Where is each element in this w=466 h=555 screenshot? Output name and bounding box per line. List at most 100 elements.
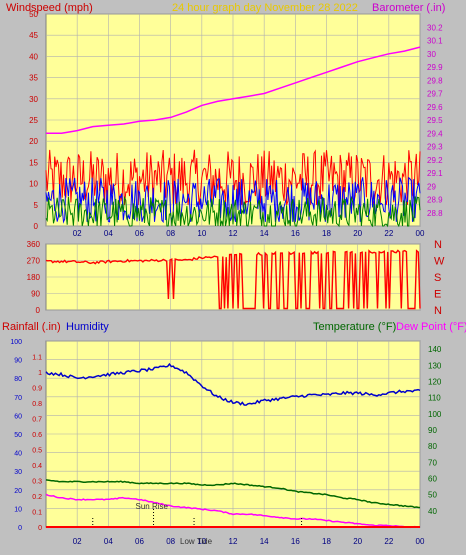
windspeed-tick-label: 50	[29, 10, 38, 19]
barometer-tick-label: 28.9	[427, 196, 443, 205]
windspeed-tick-label: 35	[29, 74, 38, 83]
windspeed-tick-label: 10	[29, 180, 38, 189]
hour-tick-label: 02	[73, 229, 82, 238]
temperature-tick-label: 40	[428, 507, 437, 516]
rainfall-tick-label: 0.4	[32, 463, 42, 470]
windspeed-tick-label: 0	[34, 222, 39, 231]
hour-tick-label: 00	[416, 537, 425, 546]
hour-tick-label: 18	[322, 537, 331, 546]
rainfall-tick-label: 0.5	[32, 448, 42, 455]
windspeed-tick-label: 40	[29, 52, 38, 61]
hour-tick-label: 06	[135, 537, 144, 546]
barometer-tick-label: 28.8	[427, 209, 443, 218]
temperature-tick-label: 50	[428, 491, 437, 500]
hour-tick-label: 04	[104, 537, 113, 546]
barometer-tick-label: 30	[427, 50, 436, 59]
wind-direction-line	[45, 249, 421, 310]
barometer-tick-label: 29.9	[427, 63, 443, 72]
direction-tick-label: 90	[31, 290, 40, 299]
rainfall-tick-label: 0.2	[32, 494, 42, 501]
temperature-tick-label: 120	[428, 377, 442, 386]
direction-tick-label: 270	[27, 257, 41, 266]
hour-tick-label: 02	[73, 537, 82, 546]
rainfall-tick-label: 0.7	[32, 417, 42, 424]
hour-tick-label: 10	[197, 537, 206, 546]
humidity-tick-label: 90	[14, 358, 22, 365]
barometer-tick-label: 29.3	[427, 143, 443, 152]
barometer-tick-label: 29.7	[427, 90, 443, 99]
compass-label: N	[434, 239, 442, 251]
humidity-tick-label: 50	[14, 432, 22, 439]
humidity-tick-label: 10	[14, 506, 22, 513]
temperature-tick-label: 110	[428, 394, 441, 403]
lowtide-label: Low Tide	[180, 537, 213, 546]
dew-point-line	[45, 493, 421, 529]
humidity-tick-label: 20	[14, 488, 22, 495]
hour-tick-label: 16	[291, 229, 300, 238]
hour-tick-label: 06	[135, 229, 144, 238]
hour-tick-label: 12	[229, 537, 238, 546]
rainfall-axis-label: Rainfall (.in)	[2, 321, 61, 333]
direction-tick-label: 180	[27, 273, 41, 282]
windspeed-axis-label: Windspeed (mph)	[6, 2, 93, 14]
hour-tick-label: 08	[166, 229, 175, 238]
compass-label: E	[434, 289, 441, 301]
compass-label: W	[434, 256, 445, 268]
hour-tick-label: 14	[260, 229, 269, 238]
rainfall-tick-label: 0.3	[32, 479, 42, 486]
barometer-tick-label: 29.2	[427, 156, 443, 165]
barometer-line	[46, 46, 421, 135]
hour-tick-label: 22	[384, 537, 393, 546]
barometer-tick-label: 29.8	[427, 76, 443, 85]
windspeed-tick-label: 5	[34, 201, 39, 210]
barometer-axis-label: Barometer (.in)	[372, 2, 445, 14]
compass-label: N	[434, 305, 442, 317]
humidity-tick-label: 100	[10, 339, 22, 346]
windspeed-low-line	[45, 195, 421, 228]
barometer-tick-label: 29	[427, 182, 436, 191]
barometer-tick-label: 29.1	[427, 169, 443, 178]
barometer-tick-label: 29.6	[427, 103, 443, 112]
rainfall-tick-label: 0	[38, 525, 42, 532]
hour-tick-label: 18	[322, 229, 331, 238]
barometer-tick-label: 30.2	[427, 23, 443, 32]
hour-tick-label: 12	[229, 229, 238, 238]
temperature-tick-label: 130	[428, 361, 442, 370]
temperature-tick-label: 80	[428, 442, 437, 451]
humidity-axis-label: Humidity	[66, 321, 109, 333]
hour-tick-label: 10	[197, 229, 206, 238]
humidity-tick-label: 60	[14, 413, 22, 420]
temperature-tick-label: 70	[428, 458, 437, 467]
temperature-tick-label: 140	[428, 345, 442, 354]
windspeed-tick-label: 20	[29, 137, 38, 146]
humidity-tick-label: 30	[14, 469, 22, 476]
hour-tick-label: 14	[260, 537, 269, 546]
hour-tick-label: 16	[291, 537, 300, 546]
hour-tick-label: 22	[384, 229, 393, 238]
windspeed-tick-label: 25	[29, 116, 38, 125]
rainfall-tick-label: 1.1	[32, 355, 42, 362]
hour-tick-label: 04	[104, 229, 113, 238]
windspeed-tick-label: 30	[29, 95, 38, 104]
temperature-line	[45, 479, 421, 509]
humidity-tick-label: 70	[14, 395, 22, 402]
dewpoint-axis-label: Dew Point (°F)	[396, 321, 466, 333]
rainfall-tick-label: 0.8	[32, 401, 42, 408]
hour-tick-label: 00	[416, 229, 425, 238]
graph-title: 24 hour graph day November 28 2022	[172, 2, 358, 14]
hour-tick-label: 20	[353, 229, 362, 238]
compass-label: S	[434, 272, 441, 284]
temperature-axis-label: Temperature (°F)	[313, 321, 396, 333]
humidity-line	[45, 362, 421, 406]
barometer-tick-label: 29.5	[427, 116, 443, 125]
rainfall-tick-label: 1	[38, 370, 42, 377]
rainfall-tick-label: 0.9	[32, 386, 42, 393]
rainfall-tick-label: 0.6	[32, 432, 42, 439]
humidity-tick-label: 40	[14, 451, 22, 458]
windspeed-tick-label: 15	[29, 158, 38, 167]
humidity-tick-label: 0	[18, 525, 22, 532]
direction-tick-label: 0	[36, 306, 41, 315]
barometer-tick-label: 29.4	[427, 129, 443, 138]
windspeed-gust-band-line	[45, 149, 421, 205]
